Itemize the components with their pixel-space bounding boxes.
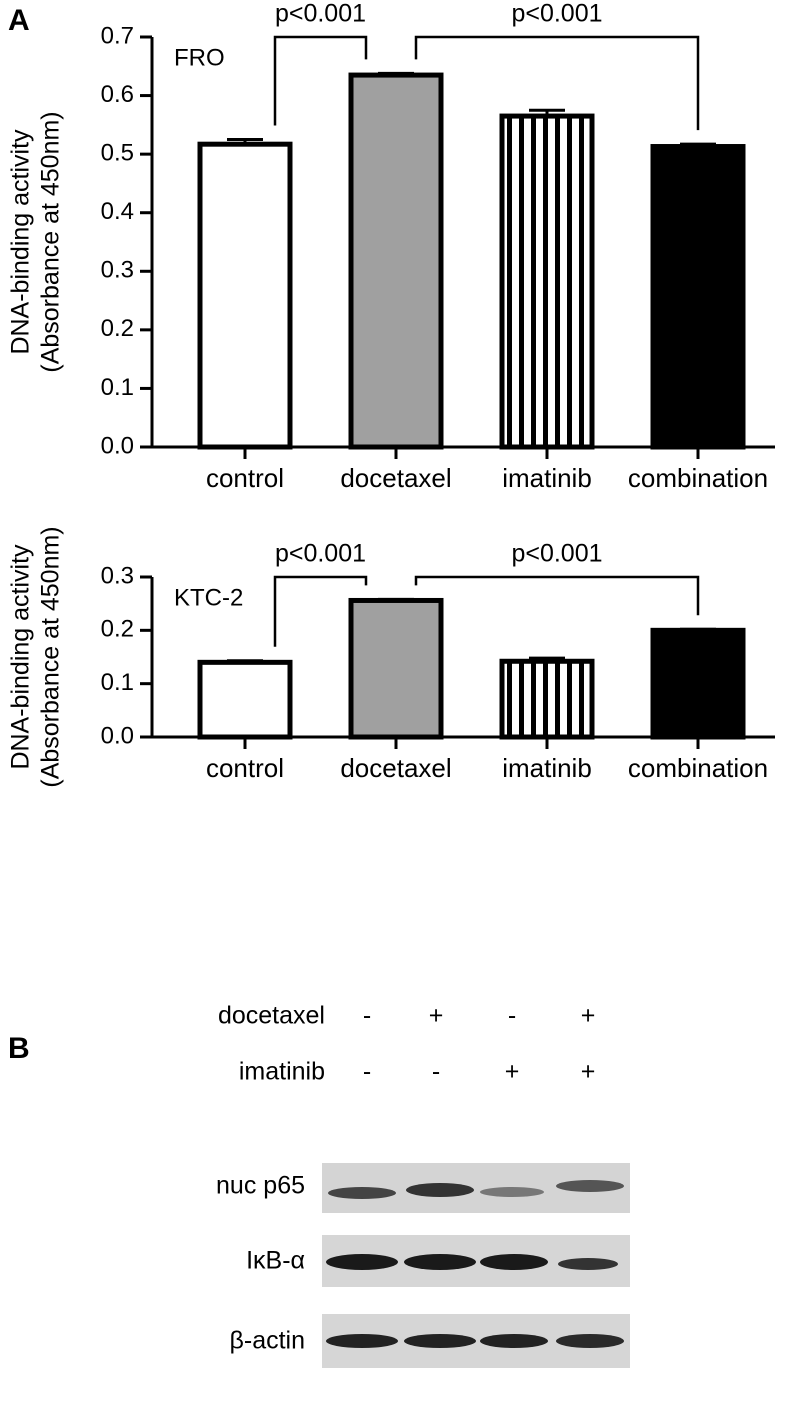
panel-series-label: FRO	[174, 44, 225, 71]
x-tick-label: docetaxel	[340, 463, 451, 493]
band-label: β-actin	[229, 1327, 305, 1355]
x-tick-label: control	[206, 753, 284, 783]
y-axis-label: (Absorbance at 450nm)	[37, 526, 65, 787]
x-tick-label: imatinib	[502, 463, 592, 493]
treatment-sign: +	[581, 1002, 596, 1030]
error-bar	[227, 138, 263, 145]
y-axis-label: DNA-binding activity	[7, 129, 35, 355]
treatment-sign: -	[432, 1058, 440, 1086]
significance-bracket	[273, 35, 368, 126]
y-tick-label: 0.7	[101, 22, 134, 49]
significance-label: p<0.001	[275, 0, 366, 28]
y-tick-label: 0.0	[101, 432, 134, 459]
y-tick-label: 0.3	[101, 257, 134, 284]
y-tick-label: 0.0	[101, 722, 134, 749]
treatment-sign: -	[508, 1002, 516, 1030]
y-tick-label: 0.6	[101, 81, 134, 108]
y-tick-label: 0.1	[101, 374, 134, 401]
bar	[650, 627, 746, 740]
significance-label: p<0.001	[275, 540, 366, 568]
bar	[499, 113, 595, 450]
error-bar	[529, 656, 565, 662]
x-tick-label: imatinib	[502, 753, 592, 783]
treatment-sign: -	[363, 1002, 371, 1030]
panel-series-label: KTC-2	[174, 584, 243, 611]
band-label: IκB-α	[246, 1247, 305, 1275]
treatment-sign: +	[581, 1058, 596, 1086]
bar	[197, 659, 293, 740]
error-bar	[378, 71, 414, 76]
bar	[348, 597, 444, 740]
treatment-sign: +	[505, 1058, 520, 1086]
significance-label: p<0.001	[511, 0, 602, 28]
significance-bracket	[414, 35, 700, 131]
bar	[650, 144, 746, 450]
panel-label: B	[8, 1032, 30, 1065]
error-bar	[529, 108, 565, 117]
y-axis-label: (Absorbance at 450nm)	[37, 111, 65, 372]
x-tick-label: combination	[628, 463, 768, 493]
x-tick-label: docetaxel	[340, 753, 451, 783]
band-label: nuc p65	[216, 1172, 305, 1200]
bar	[197, 141, 293, 450]
y-tick-label: 0.4	[101, 198, 134, 225]
treatment-sign: +	[429, 1002, 444, 1030]
treatment-label: docetaxel	[218, 1002, 325, 1030]
blot	[322, 1163, 630, 1368]
y-tick-label: 0.2	[101, 616, 134, 643]
treatment-sign: -	[363, 1058, 371, 1086]
error-bar	[680, 627, 716, 631]
error-bar	[378, 597, 414, 601]
significance-label: p<0.001	[511, 540, 602, 568]
y-tick-label: 0.3	[101, 562, 134, 589]
significance-bracket	[414, 575, 700, 616]
bar	[348, 72, 444, 450]
error-bar	[227, 659, 263, 663]
error-bar	[680, 142, 716, 147]
bar	[499, 658, 595, 740]
x-tick-label: combination	[628, 753, 768, 783]
y-tick-label: 0.5	[101, 139, 134, 166]
significance-bracket	[273, 575, 368, 647]
treatment-label: imatinib	[239, 1058, 325, 1086]
y-tick-label: 0.1	[101, 669, 134, 696]
y-tick-label: 0.2	[101, 315, 134, 342]
x-tick-label: control	[206, 463, 284, 493]
panel-label: A	[8, 4, 30, 37]
y-axis-label: DNA-binding activity	[7, 544, 35, 770]
